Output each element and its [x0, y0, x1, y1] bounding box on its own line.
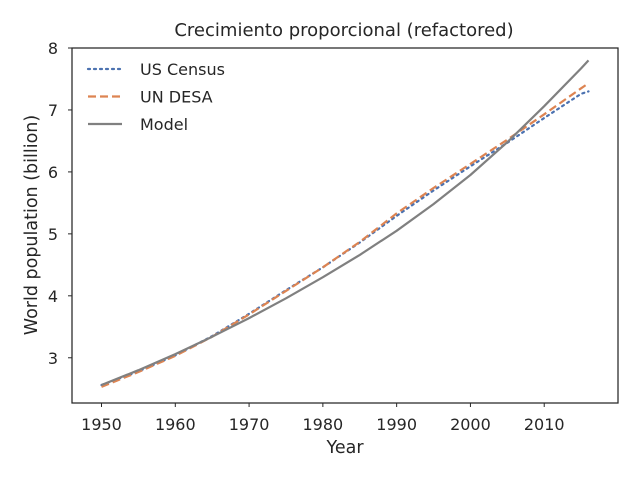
series-line-us-census — [100, 90, 590, 387]
x-tick-label: 1980 — [303, 415, 344, 434]
y-tick-label: 5 — [48, 225, 58, 244]
x-tick-label: 1950 — [81, 415, 122, 434]
y-axis-ticks: 3 4 5 6 7 8 — [48, 39, 72, 368]
chart-title: Crecimiento proporcional (refactored) — [174, 20, 513, 41]
y-tick-label: 4 — [48, 287, 58, 306]
y-tick-label: 7 — [48, 101, 58, 120]
plot-frame — [71, 47, 619, 404]
x-axis-ticks: 1950 1960 1970 1980 1990 2000 2010 — [81, 403, 565, 434]
series-line-un-desa — [101, 82, 590, 388]
x-tick-label: 2000 — [450, 415, 491, 434]
legend-label: US Census — [140, 60, 225, 79]
series-line-model — [101, 59, 590, 387]
legend-label: Model — [140, 115, 188, 134]
legend: US Census UN DESA Model — [86, 60, 225, 134]
y-tick-label: 3 — [48, 349, 58, 368]
y-tick-label: 8 — [48, 39, 58, 58]
x-tick-label: 1970 — [229, 415, 270, 434]
legend-label: UN DESA — [140, 88, 213, 107]
x-tick-label: 2010 — [524, 415, 565, 434]
y-axis-label: World population (billion) — [22, 115, 42, 335]
x-axis-label: Year — [325, 438, 364, 458]
x-tick-label: 1960 — [155, 415, 196, 434]
x-tick-label: 1990 — [376, 415, 417, 434]
y-tick-label: 6 — [48, 163, 58, 182]
series-layer — [100, 59, 590, 388]
